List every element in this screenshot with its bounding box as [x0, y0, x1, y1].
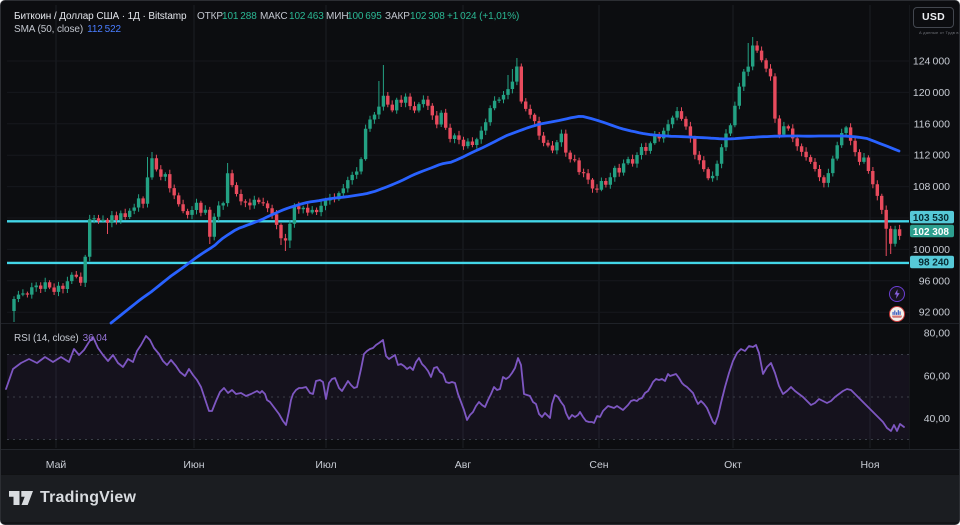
svg-text:103 530: 103 530 [913, 213, 950, 224]
svg-text:Июн: Июн [183, 459, 204, 471]
svg-text:60,00: 60,00 [924, 370, 950, 382]
svg-text:108 000: 108 000 [913, 181, 950, 193]
svg-text:Май: Май [46, 459, 67, 471]
svg-text:80,00: 80,00 [924, 328, 950, 340]
svg-text:102 308: 102 308 [913, 227, 950, 238]
svg-text:Сен: Сен [589, 459, 608, 471]
svg-text:120 000: 120 000 [913, 87, 950, 99]
svg-text:92 000: 92 000 [919, 307, 950, 319]
svg-text:40,00: 40,00 [924, 413, 950, 425]
svg-text:Ноя: Ноя [860, 459, 879, 471]
svg-text:100 000: 100 000 [913, 244, 950, 256]
svg-text:124 000: 124 000 [913, 56, 950, 68]
svg-text:Авг: Авг [455, 459, 472, 471]
svg-text:Июл: Июл [315, 459, 336, 471]
svg-text:96 000: 96 000 [919, 275, 950, 287]
svg-text:112 000: 112 000 [914, 150, 951, 162]
svg-text:98 240: 98 240 [918, 258, 949, 269]
svg-text:Окт: Окт [724, 459, 742, 471]
svg-text:116 000: 116 000 [914, 118, 951, 130]
